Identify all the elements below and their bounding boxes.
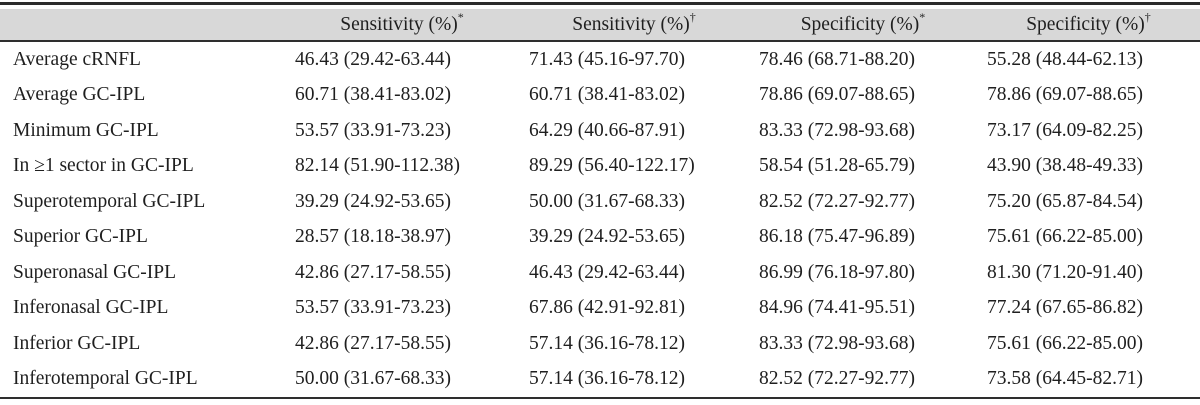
value-cell: 55.28 (48.44-62.13) [987, 48, 1143, 70]
value-cell: 39.29 (24.92-53.65) [529, 226, 685, 248]
row-label: Minimum GC-IPL [13, 119, 159, 141]
col-header-label: Sensitivity (%) [340, 13, 458, 35]
col-header-sensitivity-roc: Sensitivity (%)* [285, 9, 519, 42]
value-cell: 42.86 (27.17-58.55) [295, 332, 451, 354]
table-row: Inferonasal GC-IPL 53.57 (33.91-73.23) 67.… [0, 291, 1200, 327]
row-label: Average GC-IPL [13, 84, 146, 106]
value-cell: 75.61 (66.22-85.00) [987, 226, 1143, 248]
row-label: Inferotemporal GC-IPL [0, 361, 285, 399]
value-cell: 89.29 (56.40-122.17) [529, 155, 695, 177]
value-cell: 60.71 (38.41-83.02) [529, 84, 685, 106]
value-cell: 73.17 (64.09-82.25) [987, 119, 1143, 141]
value-cell: 46.43 (29.42-63.44) [295, 48, 451, 70]
table-row: Superior GC-IPL 28.57 (18.18-38.97) 39.29 … [0, 220, 1200, 256]
footnote-marker-dagger: † [689, 10, 696, 24]
value-cell: 77.24 (67.65-86.82) [987, 297, 1143, 319]
value-cell: 83.33 (72.98-93.68) [759, 332, 915, 354]
value-cell: 82.52 (72.27-92.77) [759, 190, 915, 212]
row-label: Superotemporal GC-IPL [13, 190, 206, 212]
value-cell: 43.90 (38.48-49.33) [987, 155, 1143, 177]
col-header-label: Specificity (%) [1026, 13, 1145, 35]
value-cell: 64.29 (40.66-87.91) [529, 119, 685, 141]
value-cell: 75.61 (66.22-85.00) [987, 332, 1143, 354]
value-cell: 50.00 (31.67-68.33) [529, 190, 685, 212]
footnote-marker-asterisk: * [919, 10, 926, 24]
value-cell: 82.52 (72.27-92.77) [749, 361, 977, 399]
table-row: In ≥1 sector in GC-IPL 82.14 (51.90-112.3… [0, 149, 1200, 185]
footnote-marker-asterisk: * [457, 10, 464, 24]
row-label-header [0, 9, 285, 42]
table-row: Average cRNFL 46.43 (29.42-63.44) 71.43 (4… [0, 41, 1200, 78]
value-cell: 42.86 (27.17-58.55) [295, 261, 451, 283]
header-row: Sensitivity (%)* Sensitivity (%)† Specif… [0, 9, 1200, 42]
table-row: Inferior GC-IPL 42.86 (27.17-58.55) 57.14 … [0, 326, 1200, 362]
table-row: Superotemporal GC-IPL 39.29 (24.92-53.65)… [0, 184, 1200, 220]
row-label: Superior GC-IPL [13, 226, 148, 248]
table-row: Minimum GC-IPL 53.57 (33.91-73.23) 64.29 (… [0, 113, 1200, 149]
value-cell: 28.57 (18.18-38.97) [295, 226, 451, 248]
value-cell: 86.99 (76.18-97.80) [759, 261, 915, 283]
value-cell: 84.96 (74.41-95.51) [759, 297, 915, 319]
value-cell: 46.43 (29.42-63.44) [529, 261, 685, 283]
value-cell: 86.18 (75.47-96.89) [759, 226, 915, 248]
value-cell: 75.20 (65.87-84.54) [987, 190, 1143, 212]
value-cell: 57.14 (36.16-78.12) [529, 332, 685, 354]
row-label: Superonasal GC-IPL [13, 261, 177, 283]
value-cell: 82.14 (51.90-112.38) [295, 155, 461, 177]
col-header-specificity-roc: Specificity (%)* [749, 9, 977, 42]
row-label: Average cRNFL [13, 48, 141, 70]
col-header-specificity-criterion: Specificity (%)† [977, 9, 1200, 42]
value-cell: 81.30 (71.20-91.40) [987, 261, 1143, 283]
value-cell: 57.14 (36.16-78.12) [519, 361, 749, 399]
col-header-label: Sensitivity (%) [572, 13, 690, 35]
value-cell: 53.57 (33.91-73.23) [295, 119, 451, 141]
value-cell: 60.71 (38.41-83.02) [295, 84, 451, 106]
value-cell: 71.43 (45.16-97.70) [529, 48, 685, 70]
table-row: Inferotemporal GC-IPL 50.00 (31.67-68.33)… [0, 361, 1200, 399]
row-label: Inferior GC-IPL [13, 332, 141, 354]
value-cell: 73.58 (64.45-82.71) [977, 361, 1200, 399]
value-cell: 39.29 (24.92-53.65) [295, 190, 451, 212]
value-cell: 53.57 (33.91-73.23) [295, 297, 451, 319]
value-cell: 78.46 (68.71-88.20) [759, 48, 915, 70]
row-label: In ≥1 sector in GC-IPL [13, 155, 194, 177]
col-header-label: Specificity (%) [800, 13, 920, 35]
table-row: Superonasal GC-IPL 42.86 (27.17-58.55) 46.… [0, 255, 1200, 291]
value-cell: 58.54 (51.28-65.79) [759, 155, 915, 177]
value-cell: 83.33 (72.98-93.68) [759, 119, 915, 141]
value-cell: 78.86 (69.07-88.65) [987, 84, 1143, 106]
data-table: Sensitivity (%)* Sensitivity (%)† Specif… [0, 9, 1200, 399]
value-cell: 78.86 (69.07-88.65) [759, 84, 915, 106]
table-row: Average GC-IPL 60.71 (38.41-83.02) 60.71 (… [0, 78, 1200, 114]
table-top-rule [0, 2, 1200, 5]
top-rule-gap [0, 5, 1200, 9]
col-header-sensitivity-criterion: Sensitivity (%)† [519, 9, 749, 42]
row-label: Inferonasal GC-IPL [13, 297, 169, 319]
value-cell: 67.86 (42.91-92.81) [529, 297, 685, 319]
footnote-marker-dagger: † [1144, 10, 1151, 24]
value-cell: 50.00 (31.67-68.33) [285, 361, 519, 399]
